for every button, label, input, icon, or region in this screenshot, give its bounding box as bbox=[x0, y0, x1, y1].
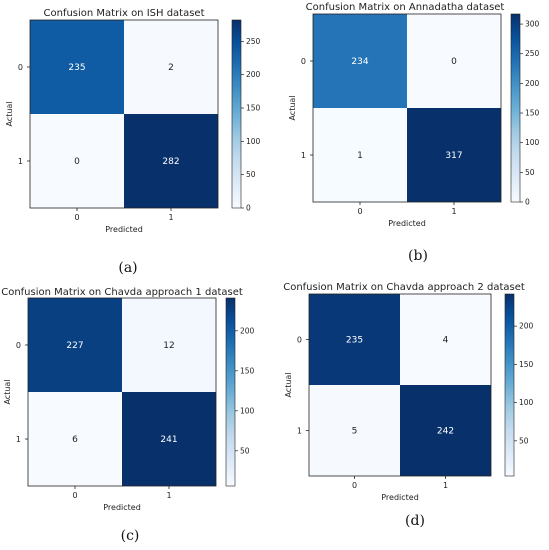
colorbar-tick-label: 50 bbox=[240, 446, 250, 455]
y-tick-label: 1 bbox=[301, 151, 306, 160]
matrix-frame bbox=[312, 13, 502, 203]
matrix-cell bbox=[309, 385, 400, 476]
panel-letter: (c) bbox=[121, 528, 140, 544]
x-tick-label: 0 bbox=[352, 481, 357, 490]
matrix-cell bbox=[28, 392, 122, 486]
cell-value-label: 1 bbox=[357, 151, 363, 161]
matrix-cell bbox=[124, 20, 218, 114]
cell-value-label: 2 bbox=[168, 63, 174, 73]
colorbar-tick-label: 100 bbox=[525, 138, 540, 147]
matrix-cell bbox=[400, 385, 491, 476]
confusion-matrix-panel-4: Confusion Matrix on Chavda approach 2 da… bbox=[283, 282, 533, 529]
matrix-cell bbox=[122, 392, 216, 486]
cell-value-label: 282 bbox=[162, 157, 179, 167]
colorbar-tick-label: 200 bbox=[525, 79, 540, 88]
matrix-frame bbox=[29, 19, 219, 209]
matrix-cell bbox=[30, 114, 124, 208]
matrix-cell bbox=[407, 14, 501, 108]
y-axis-label: Actual bbox=[288, 95, 297, 120]
matrix-cell bbox=[124, 114, 218, 208]
colorbar-tick-label: 100 bbox=[240, 406, 255, 415]
cell-value-label: 227 bbox=[66, 341, 83, 351]
colorbar-tick-label: 150 bbox=[246, 104, 261, 113]
panel-title: Confusion Matrix on Annadatha dataset bbox=[306, 2, 505, 13]
panel-title: Confusion Matrix on ISH dataset bbox=[43, 8, 204, 19]
colorbar-tick-label: 200 bbox=[246, 70, 261, 79]
matrix-frame bbox=[27, 297, 217, 487]
colorbar-tick-label: 300 bbox=[525, 20, 540, 29]
colorbar bbox=[225, 297, 236, 487]
confusion-matrix-panel-2: Confusion Matrix on Annadatha dataset 234… bbox=[288, 2, 540, 264]
y-tick-label: 0 bbox=[297, 336, 302, 345]
matrix-cell bbox=[309, 294, 400, 385]
colorbar-tick-label: 50 bbox=[519, 436, 529, 445]
colorbar-tick-label: 100 bbox=[246, 137, 261, 146]
panel-title: Confusion Matrix on Chavda approach 1 da… bbox=[1, 287, 243, 298]
panel-letter: (b) bbox=[408, 248, 428, 264]
cell-value-label: 6 bbox=[72, 435, 78, 445]
panel-letter: (a) bbox=[118, 260, 137, 276]
cell-value-label: 235 bbox=[346, 336, 363, 346]
colorbar-tick-label: 50 bbox=[525, 168, 535, 177]
x-axis-label: Predicted bbox=[388, 219, 426, 228]
colorbar-tick-label: 0 bbox=[525, 198, 530, 207]
colorbar bbox=[231, 19, 242, 209]
matrix-cell bbox=[30, 20, 124, 114]
colorbar-tick-label: 50 bbox=[246, 170, 256, 179]
y-tick-label: 1 bbox=[16, 435, 21, 444]
matrix-frame bbox=[308, 293, 492, 477]
cell-value-label: 242 bbox=[437, 427, 454, 437]
y-tick-label: 1 bbox=[297, 427, 302, 436]
colorbar-tick-label: 150 bbox=[525, 109, 540, 118]
colorbar-tick-label: 0 bbox=[246, 204, 251, 213]
x-axis-label: Predicted bbox=[381, 493, 419, 502]
confusion-matrix-panel-1: Confusion Matrix on ISH dataset 235 2 0 282 0… bbox=[5, 8, 261, 276]
colorbar-tick-label: 150 bbox=[240, 366, 255, 375]
colorbar bbox=[504, 293, 515, 477]
cell-value-label: 0 bbox=[74, 157, 80, 167]
matrix-cell bbox=[313, 108, 407, 202]
x-tick-label: 0 bbox=[357, 207, 362, 216]
y-tick-label: 0 bbox=[301, 57, 306, 66]
cell-value-label: 5 bbox=[352, 427, 358, 437]
x-tick-label: 0 bbox=[74, 213, 79, 222]
x-axis-label: Predicted bbox=[103, 503, 141, 512]
x-tick-label: 1 bbox=[443, 481, 448, 490]
colorbar-tick-label: 200 bbox=[240, 326, 255, 335]
cell-value-label: 235 bbox=[68, 63, 85, 73]
x-tick-label: 1 bbox=[168, 213, 173, 222]
y-tick-label: 1 bbox=[18, 157, 23, 166]
colorbar-tick-label: 200 bbox=[519, 322, 534, 331]
matrix-cell bbox=[122, 298, 216, 392]
x-tick-label: 1 bbox=[451, 207, 456, 216]
y-axis-label: Actual bbox=[3, 379, 12, 404]
cell-value-label: 4 bbox=[443, 336, 449, 346]
x-tick-label: 0 bbox=[72, 491, 77, 500]
colorbar-tick-label: 250 bbox=[525, 49, 540, 58]
colorbar-tick-label: 100 bbox=[519, 398, 534, 407]
panel-letter: (d) bbox=[405, 513, 425, 529]
cell-value-label: 0 bbox=[451, 57, 457, 67]
matrix-cell bbox=[313, 14, 407, 108]
y-axis-label: Actual bbox=[284, 372, 293, 397]
cell-value-label: 234 bbox=[351, 57, 368, 67]
colorbar-tick-label: 150 bbox=[519, 360, 534, 369]
y-axis-label: Actual bbox=[5, 101, 14, 126]
y-tick-label: 0 bbox=[16, 341, 21, 350]
matrix-cell bbox=[400, 294, 491, 385]
matrix-cell bbox=[28, 298, 122, 392]
confusion-matrix-panel-3: Confusion Matrix on Chavda approach 1 da… bbox=[1, 287, 254, 544]
x-tick-label: 1 bbox=[166, 491, 171, 500]
cell-value-label: 317 bbox=[445, 151, 462, 161]
cell-value-label: 12 bbox=[163, 341, 174, 351]
y-tick-label: 0 bbox=[18, 63, 23, 72]
matrix-cell bbox=[407, 108, 501, 202]
cell-value-label: 241 bbox=[160, 435, 177, 445]
x-axis-label: Predicted bbox=[105, 225, 143, 234]
colorbar-tick-label: 250 bbox=[246, 37, 261, 46]
panel-title: Confusion Matrix on Chavda approach 2 da… bbox=[283, 282, 525, 293]
colorbar bbox=[510, 13, 521, 203]
